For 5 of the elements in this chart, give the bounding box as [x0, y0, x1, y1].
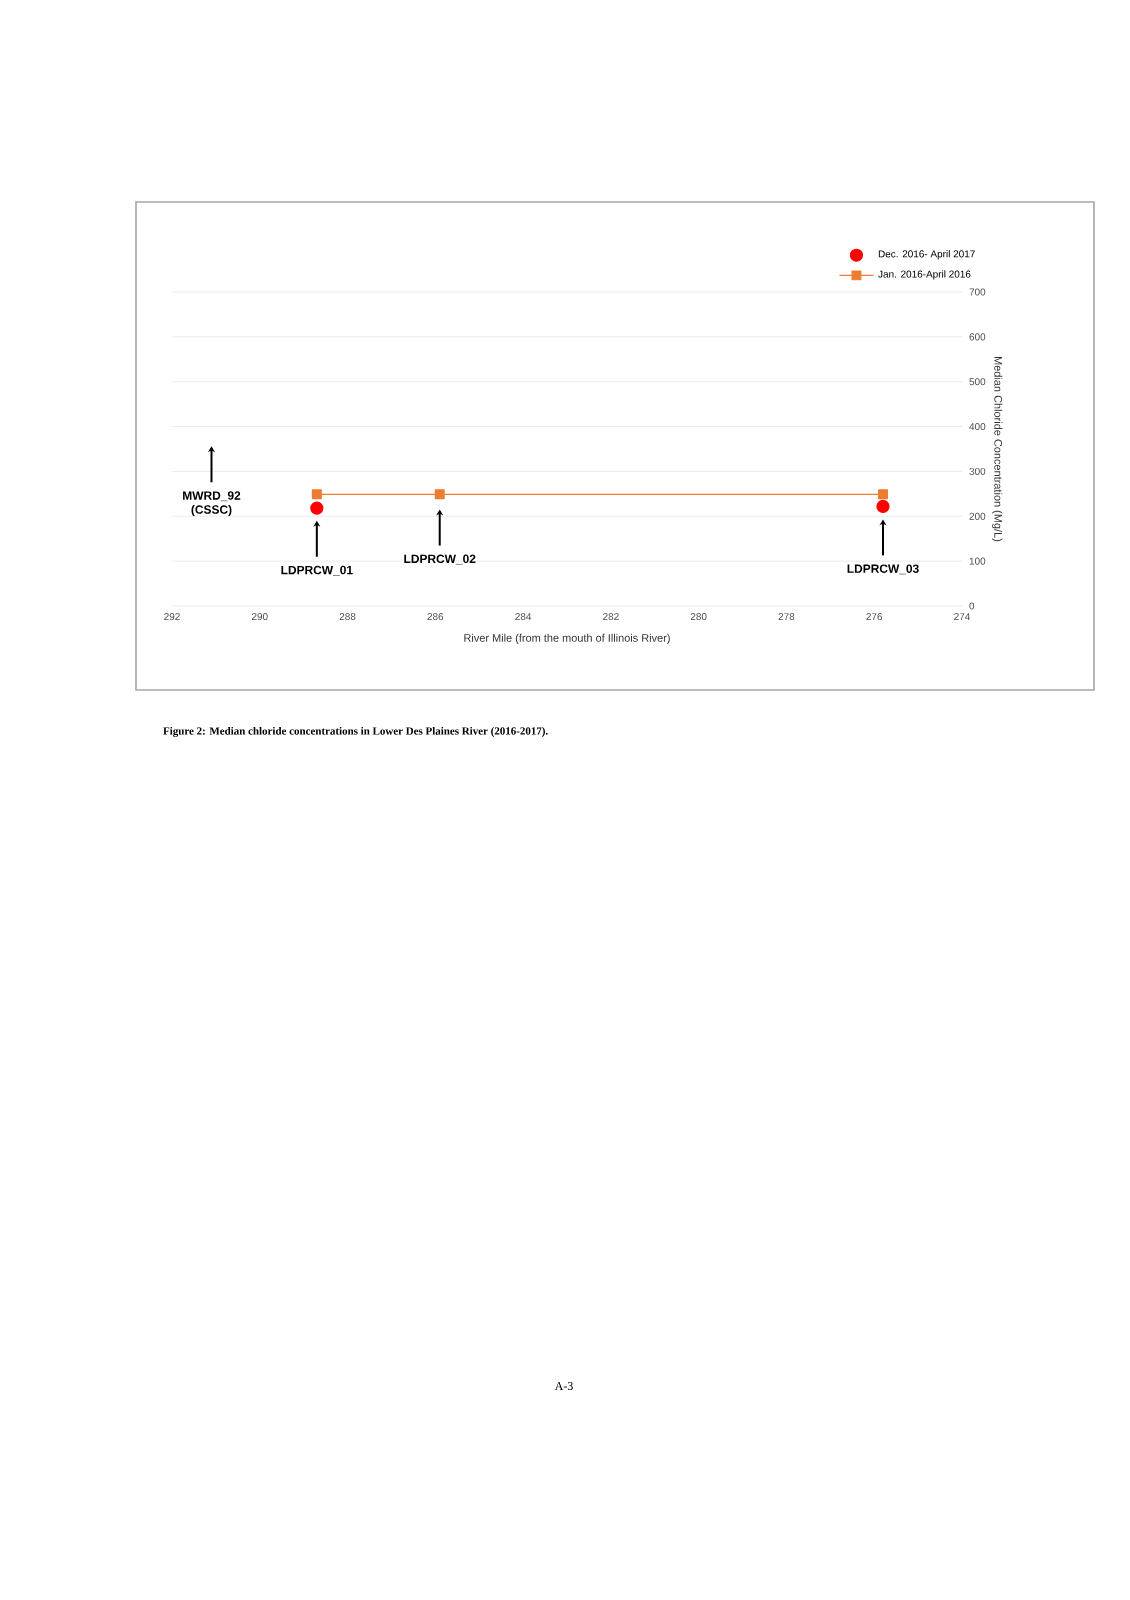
point — [310, 501, 324, 515]
point — [878, 489, 888, 500]
point — [876, 499, 890, 513]
point — [434, 489, 445, 500]
point — [311, 489, 322, 500]
